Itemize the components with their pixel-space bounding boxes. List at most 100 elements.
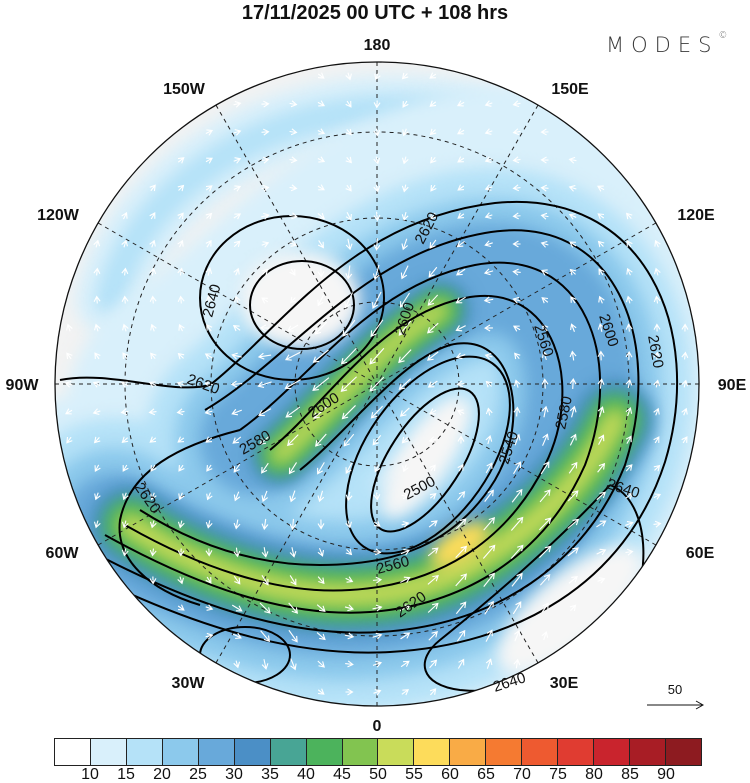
wind-vector <box>345 265 353 280</box>
wind-vector <box>625 351 633 360</box>
contour-label: 2560 <box>375 553 412 578</box>
wind-vector <box>372 660 383 668</box>
wind-vector <box>542 433 549 446</box>
wind-vector <box>429 239 437 249</box>
wind-vector <box>261 490 268 503</box>
wind-vector <box>428 520 438 528</box>
wind-vector <box>484 212 493 219</box>
wind-vector <box>232 632 242 639</box>
colorbar-tick-label: 15 <box>117 766 135 783</box>
wind-vector <box>512 240 521 248</box>
wind-vector <box>93 520 101 529</box>
lon-label-30w: 30W <box>172 675 206 692</box>
wind-vector <box>258 408 272 417</box>
wind-vector <box>625 493 634 500</box>
wind-vector <box>681 436 688 444</box>
wind-vector <box>231 408 242 416</box>
colorbar-tick-label: 10 <box>81 766 99 783</box>
colorbar-swatch <box>450 739 487 765</box>
wind-vector <box>373 548 382 556</box>
vector-reference-value: 50 <box>668 682 682 697</box>
wind-vector <box>121 295 129 304</box>
wind-vector <box>482 544 496 559</box>
wind-vector <box>345 548 353 556</box>
wind-vector <box>456 100 465 107</box>
colorbar-tick-label: 70 <box>513 766 531 783</box>
wind-vector <box>150 492 157 501</box>
wind-vector <box>653 436 660 444</box>
wind-vector <box>315 433 327 447</box>
wind-vector <box>121 211 128 220</box>
wind-vector <box>261 268 269 276</box>
wind-vector <box>64 380 73 388</box>
contour-2560 <box>124 295 564 592</box>
wind-vector <box>344 632 355 640</box>
wind-vector <box>569 241 577 248</box>
wind-vector <box>484 489 494 502</box>
wind-vector <box>204 408 213 416</box>
wind-vector <box>541 378 549 389</box>
wind-vector <box>541 297 549 304</box>
wind-vector <box>316 604 326 613</box>
wind-vector <box>150 323 157 332</box>
wind-vector <box>457 184 465 191</box>
wind-vector <box>513 406 521 417</box>
wind-vector <box>148 408 157 416</box>
wind-vector <box>369 347 385 365</box>
wind-vector <box>317 212 325 220</box>
wind-vector <box>149 295 157 304</box>
contour-2500 <box>370 387 480 533</box>
colorbar-swatch <box>630 739 666 765</box>
wind-vector <box>121 436 129 444</box>
wind-vector <box>625 295 633 304</box>
wind-vector <box>400 548 411 556</box>
wind-vector <box>345 100 352 108</box>
wind-vector <box>597 577 606 584</box>
wind-vector <box>317 576 325 585</box>
wind-vector <box>284 379 301 390</box>
wind-vector <box>398 320 412 336</box>
wind-vector <box>402 100 409 108</box>
wind-vector <box>540 156 549 164</box>
wind-vector <box>288 462 298 475</box>
wind-vector <box>597 185 605 192</box>
colorbar-tick-label: 45 <box>333 766 351 783</box>
colorbar-swatch <box>486 739 523 765</box>
wind-vector <box>540 184 549 192</box>
contour-label: 2640 <box>199 282 224 319</box>
wind-vector <box>233 100 242 108</box>
colorbar-tick-label: 35 <box>261 766 279 783</box>
wind-vector <box>313 405 329 419</box>
wind-vector <box>149 212 156 220</box>
wind-vector <box>569 604 577 612</box>
wind-vector <box>345 72 352 81</box>
wind-vector <box>285 406 301 418</box>
wind-vector <box>206 464 213 472</box>
lon-label-0: 0 <box>373 718 382 735</box>
wind-vector <box>400 632 411 640</box>
wind-vector <box>568 185 577 192</box>
wind-vector <box>625 323 633 332</box>
wind-vector <box>400 660 410 668</box>
wind-vector <box>149 548 157 557</box>
wind-vector <box>149 184 156 192</box>
wind-vector <box>344 292 353 309</box>
colorbar-ticks: 10 15 20 25 30 35 40 45 50 55 60 65 70 75 80 85 90 <box>0 766 750 783</box>
wind-vector <box>148 381 157 388</box>
contour-label: 2620 <box>412 209 443 246</box>
wind-vector <box>567 490 579 502</box>
wind-vector <box>596 520 607 528</box>
wind-vector <box>427 547 439 557</box>
wind-vector <box>370 405 383 419</box>
wind-vector <box>94 492 101 501</box>
wind-vector <box>204 380 213 388</box>
wind-vector <box>483 516 496 531</box>
wind-vector <box>317 462 325 475</box>
wind-vector <box>121 267 129 276</box>
wind-vector <box>510 544 524 559</box>
wind-vector <box>317 156 326 163</box>
wind-vector <box>427 574 439 585</box>
lon-label-150e: 150E <box>551 81 589 98</box>
wind-vector <box>485 658 493 669</box>
wind-vector <box>539 574 551 586</box>
